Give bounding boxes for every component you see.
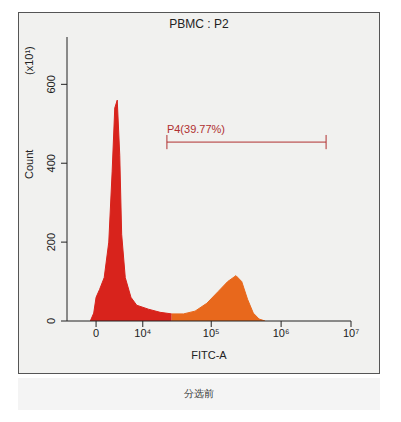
svg-text:10⁴: 10⁴ (134, 327, 151, 339)
svg-text:10⁷: 10⁷ (343, 327, 359, 339)
html-text:PBMC : P2: PBMC : P2 (169, 17, 229, 31)
svg-text:0: 0 (93, 327, 99, 339)
svg-text:Count: Count (23, 150, 35, 179)
svg-text:400: 400 (45, 154, 57, 172)
html-text:(x10¹): (x10¹) (23, 46, 35, 75)
svg-text:0: 0 (45, 318, 57, 324)
svg-text:200: 200 (45, 233, 57, 251)
html-text:分选前: 分选前 (184, 388, 214, 399)
svg-text:10⁵: 10⁵ (203, 327, 220, 339)
svg-text:FITC-A: FITC-A (191, 349, 227, 361)
svg-text:10⁶: 10⁶ (273, 327, 290, 339)
svg-text:600: 600 (45, 75, 57, 93)
svg-text:P4(39.77%): P4(39.77%) (167, 123, 225, 135)
